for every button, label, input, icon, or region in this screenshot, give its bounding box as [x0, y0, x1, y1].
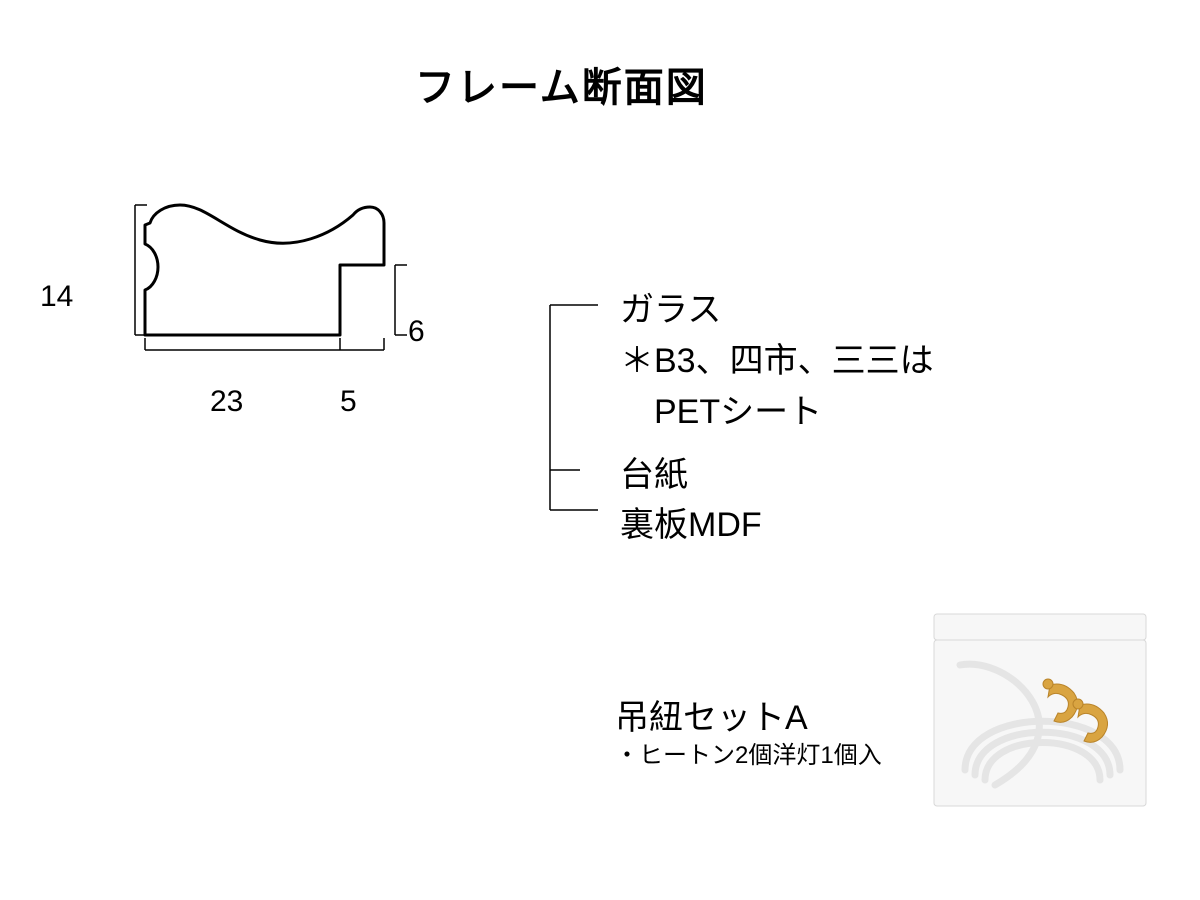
title: フレーム断面図	[415, 55, 708, 113]
material-glass-line1: ガラス	[620, 285, 934, 336]
materials-bracket	[550, 305, 610, 525]
material-glass-line2: ＊B3、四市、三三は	[620, 336, 934, 387]
dim-label-5: 5	[340, 385, 357, 419]
dim-label-6: 6	[408, 315, 425, 349]
material-back: 裏板MDF	[620, 500, 762, 551]
dim-label-14: 14	[40, 280, 73, 314]
accessory-pack	[930, 610, 1150, 810]
pack-header	[934, 614, 1146, 640]
material-back-line1: 裏板MDF	[620, 500, 762, 551]
material-mat: 台紙	[620, 450, 688, 501]
dim-label-23: 23	[210, 385, 243, 419]
profile-outline	[145, 205, 384, 335]
dim-bottom	[145, 338, 384, 350]
accessory-subtitle: ・ヒートン2個洋灯1個入	[615, 735, 882, 770]
material-glass-line3: PETシート	[620, 387, 934, 438]
material-glass: ガラス ＊B3、四市、三三は PETシート	[620, 285, 934, 438]
diagram-canvas: フレーム断面図 14 6 23 5	[0, 0, 1200, 900]
dim-right	[395, 265, 407, 335]
material-mat-line1: 台紙	[620, 450, 688, 501]
accessory-title: 吊紐セットA	[615, 690, 808, 739]
cross-section-svg	[95, 195, 435, 425]
